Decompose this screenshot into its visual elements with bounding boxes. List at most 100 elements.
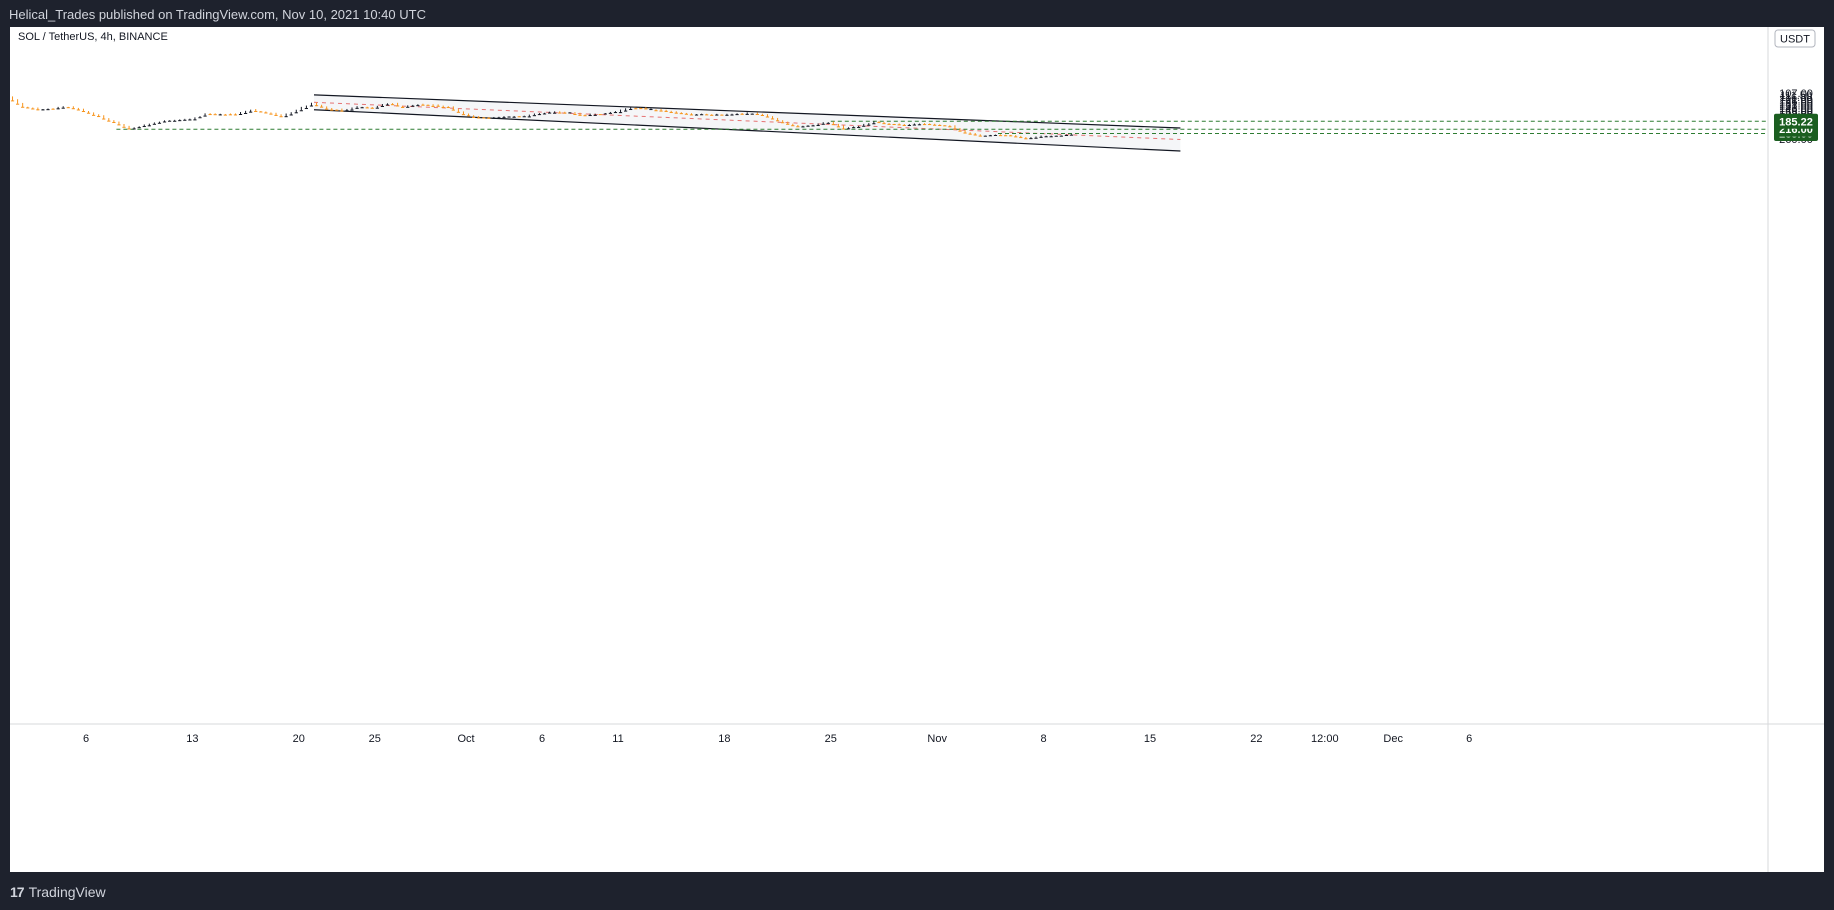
candle-body	[228, 114, 232, 116]
time-tick-label: 6	[539, 733, 545, 745]
candle-body	[162, 121, 167, 123]
candle-body	[608, 112, 612, 114]
candle-body	[365, 107, 369, 109]
candle-body	[213, 114, 217, 116]
candle-body	[456, 111, 460, 113]
candle-body	[897, 124, 901, 126]
candle-body	[943, 125, 947, 127]
candle-body	[730, 114, 734, 116]
candle-body	[978, 135, 982, 137]
candle-body	[846, 128, 851, 130]
candle-body	[928, 124, 932, 126]
price-tick-label: 121.00	[1779, 94, 1813, 106]
price-tick-label: 143.00	[1779, 103, 1813, 115]
candle-body	[36, 109, 40, 111]
time-tick-label: 12:00	[1311, 733, 1339, 745]
candle-body	[426, 104, 430, 106]
candle-body	[1049, 136, 1053, 138]
candle-body	[786, 123, 790, 125]
time-tick-label: 25	[369, 733, 381, 745]
candle-body	[477, 117, 481, 119]
candle-body	[755, 113, 759, 115]
candle-body	[345, 110, 349, 112]
candle-body	[542, 113, 547, 115]
candle-body	[694, 114, 699, 116]
candle-body	[335, 109, 339, 111]
candle-body	[461, 114, 466, 116]
price-badge	[1774, 113, 1818, 129]
candle-body	[654, 110, 658, 112]
price-tick-label: 131.00	[1779, 98, 1813, 110]
candle-body	[1029, 138, 1033, 140]
candle-body	[254, 110, 258, 112]
candle-body	[451, 109, 455, 111]
publisher-header: Helical_Trades published on TradingView.…	[0, 0, 1834, 27]
candle-body	[446, 107, 450, 109]
candle-body	[355, 107, 359, 109]
candle-body	[396, 105, 400, 107]
candle-body	[390, 104, 395, 106]
candle-body	[760, 114, 764, 116]
time-tick-label: Oct	[457, 733, 474, 745]
candle-body	[603, 113, 607, 115]
candle-body	[715, 114, 719, 116]
candle-body	[811, 125, 815, 127]
candle-body	[294, 112, 298, 114]
candle-body	[218, 114, 222, 116]
candle-body	[725, 114, 729, 116]
candle-body	[553, 112, 557, 114]
candle-body	[862, 125, 866, 127]
candle-body	[274, 114, 278, 116]
candle-body	[887, 123, 891, 125]
price-badge-label: 185.22	[1779, 116, 1813, 128]
candle-body	[689, 114, 694, 116]
candle-body	[142, 126, 146, 128]
footer-bar: 17 TradingView	[0, 872, 1834, 910]
candle-body	[416, 105, 420, 107]
tradingview-brand[interactable]: 17 TradingView	[10, 882, 106, 902]
candle-body	[112, 121, 116, 123]
candle-body	[487, 117, 491, 119]
candle-body	[892, 124, 896, 126]
candle-body	[537, 114, 542, 116]
time-tick-label: 11	[612, 733, 623, 745]
candle-body	[401, 106, 405, 108]
candle-body	[917, 124, 922, 126]
candle-body	[208, 114, 212, 116]
candle-body	[1034, 137, 1038, 139]
candle-body	[836, 126, 840, 128]
candle-body	[598, 114, 602, 116]
candle-body	[558, 112, 562, 114]
candle-body	[968, 133, 972, 135]
chart-frame[interactable]: SOL / TetherUS, 4h, BINANCE USDT 260.002…	[10, 27, 1824, 872]
candle-body	[269, 113, 273, 115]
price-tick-label: 137.00	[1779, 101, 1813, 113]
candle-body	[720, 114, 724, 116]
candle-body	[750, 113, 754, 115]
candle-body	[1009, 135, 1013, 137]
candle-body	[249, 111, 253, 113]
candle-body	[350, 109, 354, 111]
time-tick-label: Nov	[927, 733, 947, 745]
price-tick-label: 116.00	[1780, 92, 1813, 104]
candle-body	[66, 107, 70, 109]
time-tick-label: 22	[1250, 733, 1262, 745]
candle-body	[573, 114, 577, 116]
candle-body	[370, 107, 374, 109]
candle-body	[639, 108, 643, 110]
candle-body	[259, 111, 263, 113]
price-tick-label: 126.00	[1779, 96, 1813, 108]
price-tick-label: 107.00	[1779, 88, 1813, 100]
candle-body	[1064, 135, 1068, 137]
candle-body	[801, 126, 805, 128]
candle-body	[563, 112, 567, 114]
candle-body	[953, 128, 957, 130]
candle-body	[512, 116, 516, 118]
candlestick-chart[interactable]: SOL / TetherUS, 4h, BINANCE USDT 260.002…	[10, 27, 1824, 872]
time-tick-label: 25	[825, 733, 837, 745]
candle-body	[137, 127, 141, 129]
currency-badge	[1774, 29, 1816, 48]
candle-body	[31, 108, 35, 110]
candle-body	[132, 128, 136, 130]
candle-body	[10, 100, 15, 102]
